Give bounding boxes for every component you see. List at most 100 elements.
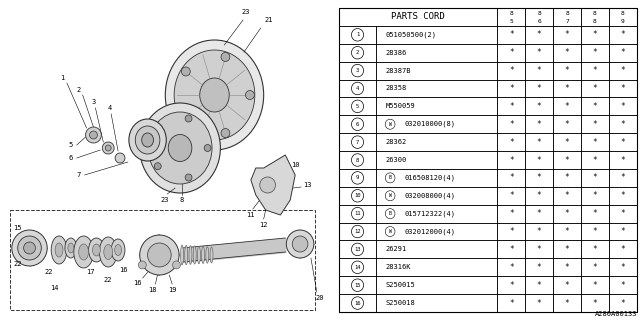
Text: 2: 2 xyxy=(77,87,81,93)
Ellipse shape xyxy=(79,244,88,260)
Bar xyxy=(376,62,497,80)
Bar xyxy=(525,240,553,258)
Text: *: * xyxy=(593,209,597,218)
Ellipse shape xyxy=(165,40,264,150)
Bar xyxy=(525,133,553,151)
Bar xyxy=(339,205,376,223)
Text: *: * xyxy=(593,138,597,147)
Text: 23: 23 xyxy=(160,197,168,203)
Bar xyxy=(581,97,609,115)
Ellipse shape xyxy=(55,243,63,257)
Circle shape xyxy=(286,230,314,258)
Bar xyxy=(339,258,376,276)
Text: 26291: 26291 xyxy=(385,246,407,252)
Ellipse shape xyxy=(129,119,166,161)
Text: *: * xyxy=(621,138,625,147)
Text: *: * xyxy=(593,173,597,182)
Text: *: * xyxy=(593,120,597,129)
Text: *: * xyxy=(593,263,597,272)
Text: 8: 8 xyxy=(593,11,597,16)
Bar xyxy=(609,44,637,62)
Circle shape xyxy=(181,114,190,123)
Bar xyxy=(376,44,497,62)
Text: 13: 13 xyxy=(303,182,311,188)
Bar xyxy=(609,115,637,133)
Bar xyxy=(525,151,553,169)
Text: *: * xyxy=(509,299,513,308)
Bar xyxy=(609,8,637,26)
Text: *: * xyxy=(509,156,513,164)
Bar xyxy=(376,223,497,240)
Bar xyxy=(553,169,581,187)
Bar xyxy=(609,240,637,258)
Bar xyxy=(339,223,376,240)
Ellipse shape xyxy=(104,244,113,260)
Circle shape xyxy=(221,52,230,61)
Bar xyxy=(609,133,637,151)
Text: *: * xyxy=(564,48,570,57)
Bar xyxy=(339,26,376,44)
Text: S250018: S250018 xyxy=(385,300,415,306)
Bar xyxy=(339,8,497,26)
Bar xyxy=(609,169,637,187)
Text: 12: 12 xyxy=(355,229,361,234)
Ellipse shape xyxy=(202,246,205,263)
Bar xyxy=(339,44,376,62)
Bar xyxy=(497,44,525,62)
Text: *: * xyxy=(593,245,597,254)
Bar xyxy=(497,8,525,26)
Text: *: * xyxy=(621,84,625,93)
Circle shape xyxy=(246,91,254,100)
Text: 21: 21 xyxy=(264,17,273,23)
Text: 8: 8 xyxy=(565,11,569,16)
Ellipse shape xyxy=(51,236,67,264)
Polygon shape xyxy=(251,155,295,215)
Text: *: * xyxy=(621,191,625,200)
Text: *: * xyxy=(509,227,513,236)
Text: 032008000(4): 032008000(4) xyxy=(404,193,455,199)
Bar xyxy=(497,258,525,276)
Bar xyxy=(525,80,553,97)
Bar xyxy=(497,115,525,133)
Bar xyxy=(376,240,497,258)
Bar xyxy=(581,223,609,240)
Text: 22: 22 xyxy=(13,261,22,267)
Bar xyxy=(609,80,637,97)
Circle shape xyxy=(154,126,161,133)
Circle shape xyxy=(351,64,364,77)
Circle shape xyxy=(138,261,147,269)
Text: *: * xyxy=(537,173,541,182)
Text: *: * xyxy=(509,102,513,111)
Circle shape xyxy=(351,172,364,184)
Circle shape xyxy=(140,235,179,275)
Text: 5: 5 xyxy=(68,142,73,148)
Bar xyxy=(339,151,376,169)
Circle shape xyxy=(351,189,364,202)
Text: 16: 16 xyxy=(134,280,142,286)
Text: *: * xyxy=(621,156,625,164)
Bar xyxy=(376,151,497,169)
Bar xyxy=(525,115,553,133)
Text: *: * xyxy=(621,245,625,254)
Text: 22: 22 xyxy=(104,277,113,283)
Circle shape xyxy=(351,100,364,113)
Text: 20: 20 xyxy=(316,295,324,301)
Text: *: * xyxy=(537,30,541,39)
Circle shape xyxy=(292,236,308,252)
Bar xyxy=(581,26,609,44)
Bar xyxy=(525,44,553,62)
Circle shape xyxy=(385,209,395,219)
Text: 4: 4 xyxy=(356,86,359,91)
Ellipse shape xyxy=(197,246,200,264)
Bar xyxy=(581,276,609,294)
Bar xyxy=(497,223,525,240)
Text: *: * xyxy=(593,299,597,308)
Bar xyxy=(376,133,497,151)
Bar xyxy=(339,133,376,151)
Text: *: * xyxy=(537,281,541,290)
Text: *: * xyxy=(621,120,625,129)
Text: *: * xyxy=(509,263,513,272)
Text: 6: 6 xyxy=(68,155,73,161)
Text: *: * xyxy=(593,48,597,57)
Bar xyxy=(581,133,609,151)
